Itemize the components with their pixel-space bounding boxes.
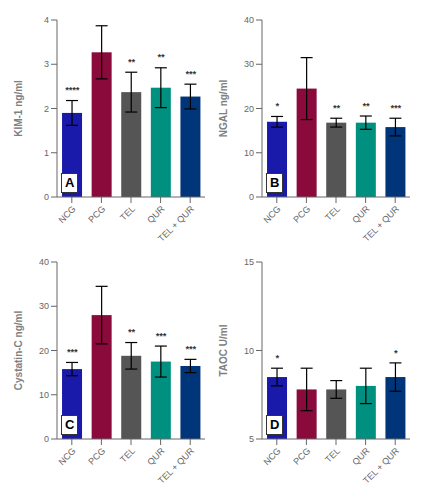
svg-text:20: 20 bbox=[244, 104, 254, 114]
svg-text:PCG: PCG bbox=[291, 204, 312, 225]
svg-text:KIM-1 ng/ml: KIM-1 ng/ml bbox=[13, 80, 24, 137]
svg-text:****: **** bbox=[65, 85, 80, 95]
svg-text:0: 0 bbox=[249, 192, 254, 202]
svg-text:NCG: NCG bbox=[57, 446, 78, 467]
svg-text:NCG: NCG bbox=[57, 204, 78, 225]
svg-text:NCG: NCG bbox=[262, 204, 283, 225]
svg-text:**: ** bbox=[128, 327, 136, 337]
svg-text:TEL + QUR: TEL + QUR bbox=[361, 446, 401, 486]
html-text:D: D bbox=[270, 417, 280, 432]
svg-text:***: *** bbox=[185, 69, 196, 79]
svg-text:20: 20 bbox=[39, 346, 49, 356]
svg-text:TEL + QUR: TEL + QUR bbox=[361, 204, 401, 244]
svg-text:**: ** bbox=[333, 103, 341, 113]
svg-text:NCG: NCG bbox=[262, 446, 283, 467]
svg-text:**: ** bbox=[128, 57, 136, 67]
svg-text:*: * bbox=[275, 353, 279, 363]
svg-text:TEL: TEL bbox=[118, 204, 137, 223]
svg-text:Cystatin-C ng/ml: Cystatin-C ng/ml bbox=[13, 311, 24, 391]
svg-text:TEL: TEL bbox=[323, 204, 342, 223]
svg-text:QUR: QUR bbox=[350, 446, 372, 468]
html-text:C: C bbox=[65, 417, 75, 432]
svg-text:2: 2 bbox=[44, 104, 49, 114]
svg-text:PCG: PCG bbox=[291, 446, 312, 467]
svg-text:TEL: TEL bbox=[323, 446, 342, 465]
svg-text:10: 10 bbox=[39, 390, 49, 400]
html-text:A: A bbox=[65, 175, 75, 190]
svg-text:*: * bbox=[275, 101, 279, 111]
svg-text:TAOC U/ml: TAOC U/ml bbox=[218, 324, 229, 376]
svg-text:PCG: PCG bbox=[86, 204, 107, 225]
svg-text:1: 1 bbox=[44, 148, 49, 158]
svg-text:30: 30 bbox=[244, 59, 254, 69]
svg-text:***: *** bbox=[67, 347, 78, 357]
svg-text:5: 5 bbox=[249, 434, 254, 444]
svg-text:0: 0 bbox=[44, 192, 49, 202]
svg-text:QUR: QUR bbox=[145, 446, 167, 468]
svg-text:TEL + QUR: TEL + QUR bbox=[156, 446, 196, 486]
svg-text:4: 4 bbox=[44, 15, 49, 25]
svg-text:10: 10 bbox=[244, 346, 254, 356]
svg-text:***: *** bbox=[185, 344, 196, 354]
svg-text:NGAL ng/ml: NGAL ng/ml bbox=[218, 79, 229, 137]
svg-text:15: 15 bbox=[244, 257, 254, 267]
svg-text:TEL: TEL bbox=[118, 446, 137, 465]
svg-text:40: 40 bbox=[244, 15, 254, 25]
svg-text:*: * bbox=[394, 348, 398, 358]
svg-text:0: 0 bbox=[44, 434, 49, 444]
html-text:B: B bbox=[270, 175, 280, 190]
svg-text:QUR: QUR bbox=[350, 204, 372, 226]
svg-text:QUR: QUR bbox=[145, 204, 167, 226]
svg-text:**: ** bbox=[157, 52, 165, 62]
svg-text:30: 30 bbox=[39, 301, 49, 311]
svg-text:40: 40 bbox=[39, 257, 49, 267]
svg-text:***: *** bbox=[156, 331, 167, 341]
svg-text:***: *** bbox=[390, 103, 401, 113]
svg-text:10: 10 bbox=[244, 148, 254, 158]
svg-text:**: ** bbox=[362, 101, 370, 111]
svg-text:PCG: PCG bbox=[86, 446, 107, 467]
svg-text:3: 3 bbox=[44, 59, 49, 69]
svg-text:TEL + QUR: TEL + QUR bbox=[156, 204, 196, 244]
